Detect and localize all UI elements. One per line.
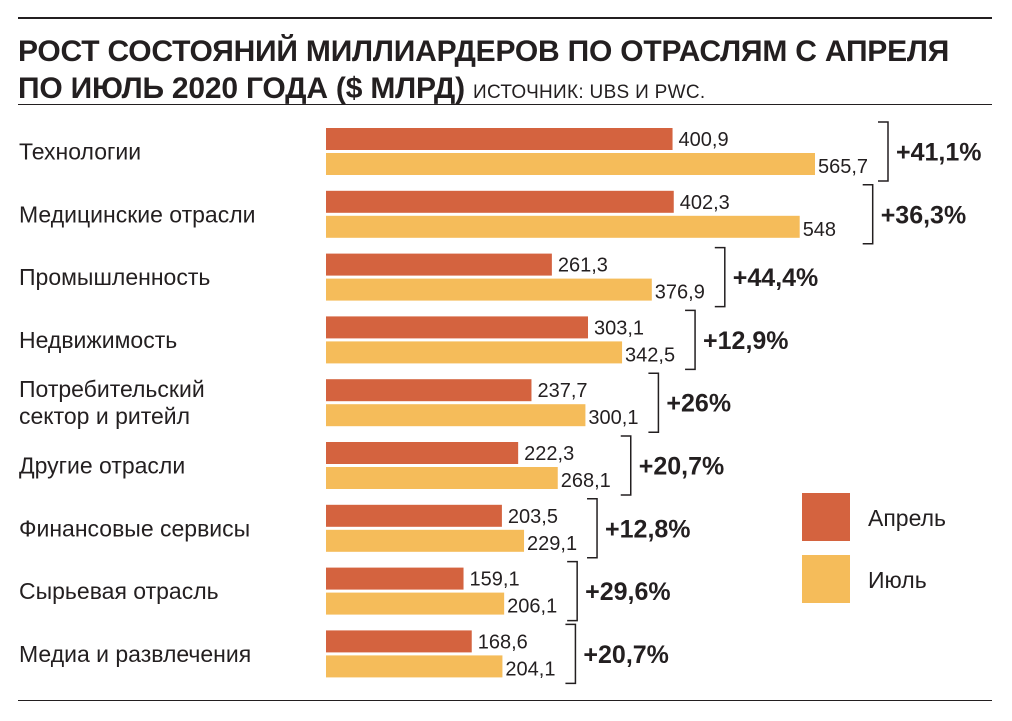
value-label-july: 376,9 (655, 282, 705, 304)
bar-april (326, 567, 464, 590)
value-label-april: 400,9 (679, 129, 729, 151)
value-label-july: 204,1 (505, 658, 555, 680)
value-label-july: 268,1 (561, 470, 611, 492)
legend-swatch-july (802, 555, 850, 603)
growth-label: +12,9% (703, 327, 789, 355)
category-label-line: Технологии (19, 139, 141, 165)
bar-april (326, 128, 673, 150)
growth-label: +12,8% (605, 515, 691, 543)
value-label-april: 303,1 (594, 317, 644, 339)
value-label-april: 203,5 (508, 506, 558, 528)
chart-title: РОСТ СОСТОЯНИЙ МИЛЛИАРДЕРОВ ПО ОТРАСЛЯМ … (18, 33, 992, 111)
value-label-april: 261,3 (558, 255, 608, 277)
bar-july (326, 153, 815, 175)
category-label-line: Медицинские отрасли (19, 201, 255, 227)
value-label-april: 237,7 (537, 380, 587, 402)
bar-april (326, 630, 472, 653)
value-label-july: 206,1 (507, 596, 557, 618)
category-label-line: Промышленность (19, 264, 210, 290)
title-line-2: ПО ИЮЛЬ 2020 ГОДА ($ МЛРД) ИСТОЧНИК: UBS… (18, 70, 992, 111)
legend-label-july: Июль (868, 567, 927, 593)
growth-bracket (565, 623, 577, 685)
value-label-july: 565,7 (818, 156, 868, 178)
bar-april (326, 316, 589, 339)
bar-april (326, 253, 552, 276)
bottom-rule (18, 700, 992, 701)
top-rule (18, 17, 992, 19)
value-label-april: 222,3 (524, 443, 574, 465)
legend-label-april: Апрель (868, 505, 947, 531)
bar-july (326, 592, 505, 615)
growth-bracket (587, 498, 598, 559)
growth-bracket (567, 560, 578, 622)
legend-swatch-april (802, 493, 850, 541)
bar-april (326, 504, 502, 527)
category-label: Медицинские отрасли (19, 201, 255, 227)
bar-july (326, 529, 525, 552)
category-label: Сырьевая отрасль (19, 578, 219, 604)
bar-july (326, 467, 558, 489)
bar-july (326, 278, 652, 301)
growth-bracket (620, 435, 632, 496)
bar-april (326, 379, 532, 402)
category-label: Технологии (19, 139, 141, 165)
growth-label: +20,7% (583, 641, 669, 669)
growth-label: +20,7% (639, 453, 725, 481)
growth-bracket (714, 246, 726, 308)
category-label-line: сектор и ритейл (19, 403, 190, 429)
title-line-2-text: ПО ИЮЛЬ 2020 ГОДА ($ МЛРД) (18, 72, 465, 105)
category-label-line: Сырьевая отрасль (19, 578, 219, 604)
value-label-july: 300,1 (588, 407, 638, 429)
value-label-july: 342,5 (625, 344, 675, 366)
value-label-april: 168,6 (478, 631, 528, 653)
category-label-line: Медиа и развлечения (19, 641, 251, 667)
growth-bracket (685, 309, 696, 371)
value-label-april: 402,3 (680, 192, 730, 214)
category-label: Недвижимость (19, 327, 177, 353)
category-label: Финансовые сервисы (19, 515, 250, 541)
value-label-july: 548 (803, 219, 836, 241)
growth-bracket (862, 184, 874, 245)
header-rule (18, 104, 992, 105)
growth-bracket (648, 372, 660, 433)
bar-july (326, 404, 586, 427)
category-label: Медиа и развлечения (19, 641, 251, 667)
category-label-line: Недвижимость (19, 327, 177, 353)
value-label-april: 159,1 (470, 569, 520, 591)
value-label-july: 229,1 (527, 533, 577, 555)
bar-april (326, 190, 674, 213)
source-note: ИСТОЧНИК: UBS И PWC. (473, 82, 706, 103)
bar-july (326, 341, 623, 364)
category-label: Промышленность (19, 264, 210, 290)
category-label-line: Финансовые сервисы (19, 515, 250, 541)
growth-label: +36,3% (881, 201, 967, 229)
title-line-1: РОСТ СОСТОЯНИЙ МИЛЛИАРДЕРОВ ПО ОТРАСЛЯМ … (18, 35, 950, 68)
category-label-line: Потребительский (19, 376, 205, 402)
growth-bracket (878, 121, 889, 182)
growth-label: +41,1% (896, 139, 982, 167)
bar-april (326, 442, 519, 464)
category-label: Потребительский сектор и ритейл (19, 376, 205, 429)
growth-label: +29,6% (585, 578, 671, 606)
category-label-line: Другие отрасли (19, 453, 185, 479)
category-label: Другие отрасли (19, 453, 185, 479)
growth-label: +26% (666, 390, 731, 418)
growth-label: +44,4% (733, 264, 819, 292)
bar-july (326, 655, 503, 678)
bar-july (326, 215, 800, 238)
